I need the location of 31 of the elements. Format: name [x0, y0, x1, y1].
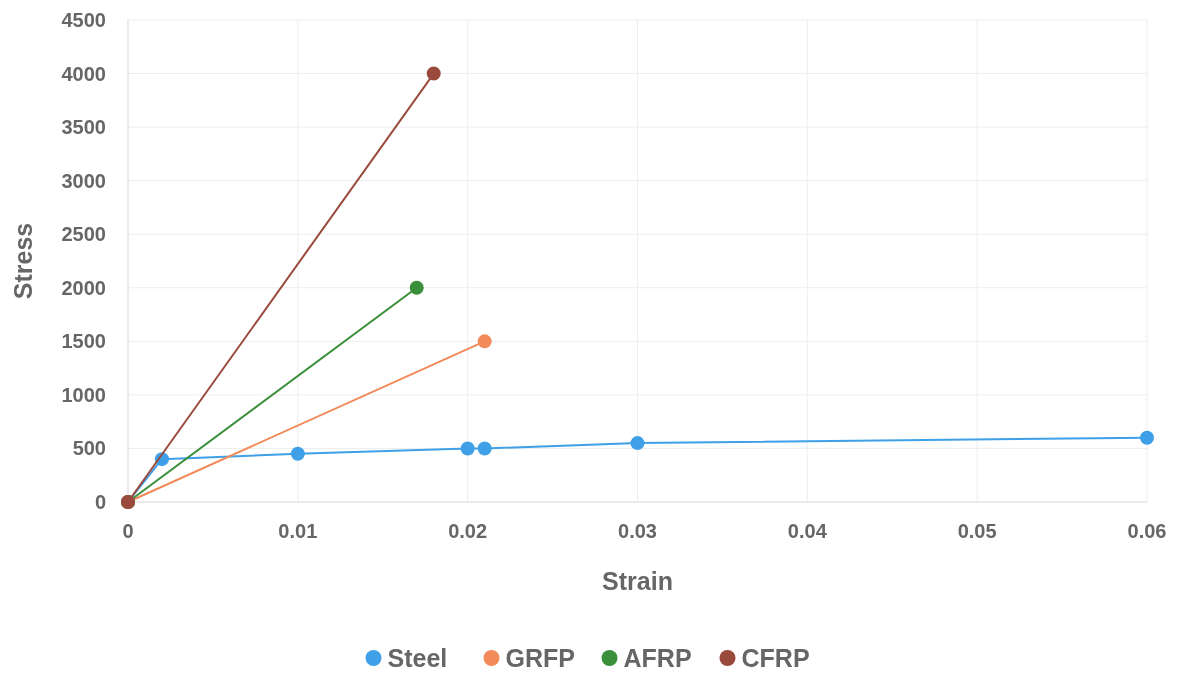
y-axis-title: Stress: [9, 222, 37, 300]
y-tick-label: 4500: [61, 9, 106, 31]
y-tick-label: 2500: [61, 223, 106, 246]
x-tick-label: 0.04: [787, 520, 828, 542]
y-tick-label: 3500: [61, 116, 106, 139]
point: [477, 441, 492, 456]
x-tick-label: 0.06: [1127, 520, 1167, 542]
point: [1140, 430, 1154, 445]
y-tick-label: 1000: [61, 383, 106, 406]
y-tick-label: 3000: [61, 169, 106, 192]
point: [426, 66, 441, 81]
x-tick-label: 0.05: [957, 520, 997, 542]
x-tick-label: 0.03: [618, 520, 657, 542]
y-tick-label: 1500: [61, 330, 106, 353]
legend-label: AFRP: [623, 644, 692, 672]
point: [290, 446, 305, 461]
y-tick-label: 0: [94, 491, 106, 513]
x-tick-label: 0.02: [448, 520, 488, 542]
x-tick-label: 0.01: [278, 520, 318, 542]
y-tick-label: 4000: [61, 62, 106, 85]
point: [409, 280, 424, 295]
y-tick-label: 500: [72, 437, 106, 460]
legend-label: GRFP: [505, 644, 575, 672]
point: [630, 436, 645, 451]
point: [477, 334, 492, 349]
y-tick-label: 2000: [61, 276, 106, 299]
legend-label: CFRP: [741, 644, 810, 672]
x-axis-title: Strain: [602, 567, 673, 595]
legend-label: Steel: [387, 644, 448, 672]
x-tick-label: 0: [122, 520, 134, 542]
point: [460, 441, 475, 456]
